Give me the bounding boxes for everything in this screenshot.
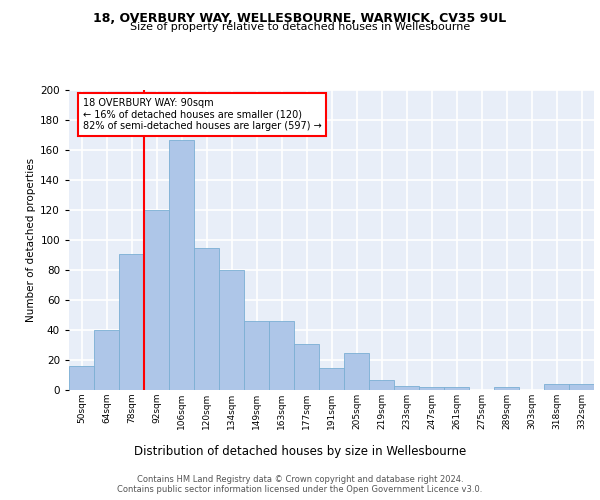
Bar	[269, 321, 294, 390]
Text: Contains HM Land Registry data © Crown copyright and database right 2024.: Contains HM Land Registry data © Crown c…	[137, 475, 463, 484]
Bar	[319, 368, 344, 390]
Bar	[569, 384, 594, 390]
Bar	[494, 387, 519, 390]
Bar	[194, 248, 219, 390]
Bar	[69, 366, 94, 390]
Bar	[119, 254, 144, 390]
Bar	[169, 140, 194, 390]
Bar	[94, 330, 119, 390]
Text: 18, OVERBURY WAY, WELLESBOURNE, WARWICK, CV35 9UL: 18, OVERBURY WAY, WELLESBOURNE, WARWICK,…	[94, 12, 506, 26]
Bar	[244, 321, 269, 390]
Bar	[444, 387, 469, 390]
Bar	[544, 384, 569, 390]
Bar	[294, 344, 319, 390]
Y-axis label: Number of detached properties: Number of detached properties	[26, 158, 36, 322]
Text: Size of property relative to detached houses in Wellesbourne: Size of property relative to detached ho…	[130, 22, 470, 32]
Bar	[394, 386, 419, 390]
Text: Contains public sector information licensed under the Open Government Licence v3: Contains public sector information licen…	[118, 485, 482, 494]
Bar	[369, 380, 394, 390]
Bar	[344, 352, 369, 390]
Bar	[219, 270, 244, 390]
Bar	[419, 387, 444, 390]
Text: 18 OVERBURY WAY: 90sqm
← 16% of detached houses are smaller (120)
82% of semi-de: 18 OVERBURY WAY: 90sqm ← 16% of detached…	[83, 98, 322, 130]
Bar	[144, 210, 169, 390]
Text: Distribution of detached houses by size in Wellesbourne: Distribution of detached houses by size …	[134, 444, 466, 458]
